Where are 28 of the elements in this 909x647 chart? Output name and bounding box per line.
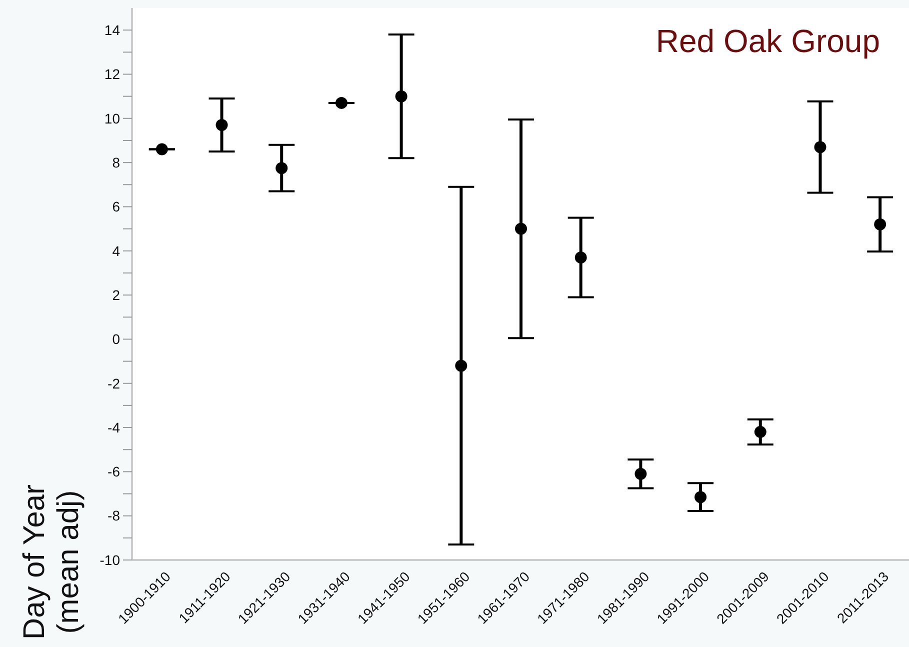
point (455, 360, 468, 372)
point (156, 143, 168, 156)
y-tick-label: 8 (112, 154, 120, 170)
y-tick-label: 2 (112, 286, 120, 303)
text: Red Oak Group (656, 23, 880, 59)
point (574, 252, 587, 264)
point (276, 162, 288, 174)
point (395, 90, 408, 102)
y-tick-label: 14 (104, 22, 120, 38)
y-tick-label: 0 (112, 331, 120, 348)
point (515, 222, 527, 235)
y-tick-label: -2 (108, 375, 120, 392)
point (814, 141, 826, 154)
point (694, 491, 707, 504)
point (754, 426, 766, 438)
point (634, 468, 647, 480)
y-tick-label: 6 (112, 198, 120, 215)
point (874, 218, 886, 230)
y-tick-label: 4 (112, 242, 120, 259)
point (335, 96, 348, 109)
y-tick-label: -8 (108, 508, 120, 524)
y-tick-label: 10 (104, 110, 120, 126)
y-tick-label: -6 (108, 464, 120, 480)
y-tick-label: 12 (104, 66, 120, 82)
y-tick-label: -10 (100, 552, 120, 568)
y-tick-label: -4 (108, 419, 120, 436)
point (216, 119, 228, 132)
y-axis-title: Day of Year (mean adj) (18, 484, 85, 640)
